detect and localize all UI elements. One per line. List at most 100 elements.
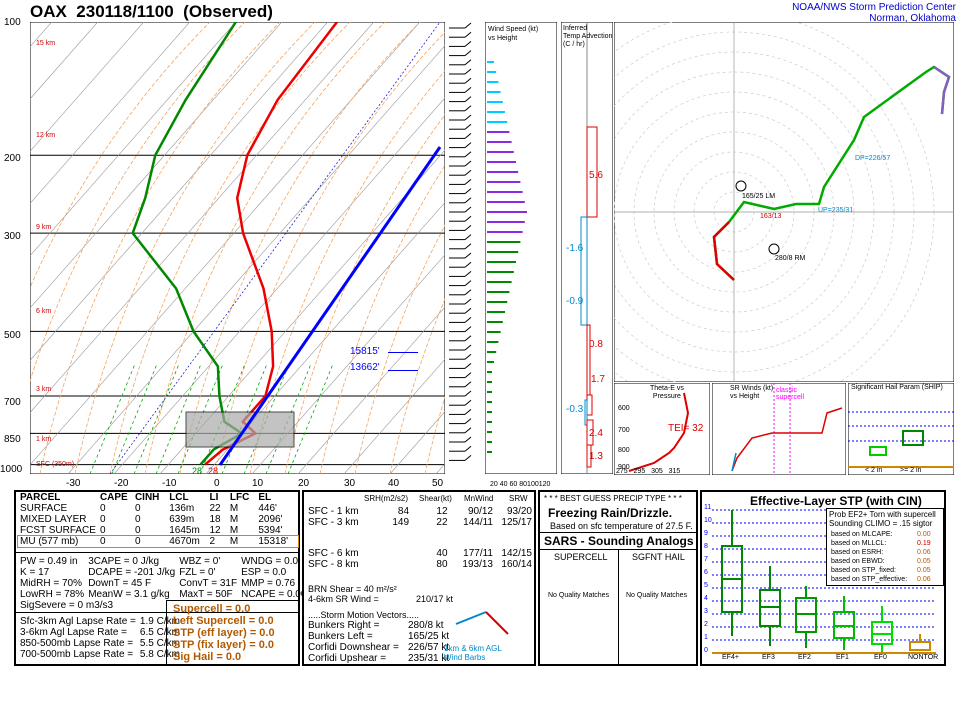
effective-inflow-box xyxy=(185,411,295,448)
t-label--20: -20 xyxy=(114,478,129,489)
dry-adiabat xyxy=(109,22,351,474)
table-row: 700-500mb Lapse Rate = 5.8 C/km xyxy=(20,649,180,660)
table-row: MU (577 mb) 0 0 4670m 2 M 15318' xyxy=(17,535,299,548)
table-row: SFC - 3 km 149 22 144/11 125/17 xyxy=(308,517,532,528)
mixing-ratio-line xyxy=(177,363,224,474)
isotherm xyxy=(30,22,374,414)
wind-barb-flag xyxy=(464,390,472,397)
p-label-850: 850 xyxy=(4,434,21,445)
theta-y-800: 800 xyxy=(618,447,630,454)
sars-msg2: No Quality Matches xyxy=(626,592,688,599)
sfc-dewpoint-label: 28 xyxy=(192,466,203,476)
height-1km: 1 km xyxy=(36,436,52,443)
table-row: SFC - 6 km 40 177/11 142/15 xyxy=(308,548,532,559)
wind-barb-flag xyxy=(464,188,472,194)
bunkers-right-marker xyxy=(768,243,780,255)
theta-y-600: 600 xyxy=(618,405,630,412)
isotherm xyxy=(113,97,445,474)
height-3km: 3 km xyxy=(36,386,52,393)
wind-barb-flag xyxy=(464,427,472,434)
t-label-10: 10 xyxy=(252,478,264,489)
hodo-rm-label: 280/8 RM xyxy=(775,255,806,262)
station-id: OAX xyxy=(30,2,67,21)
wind-barb-flag xyxy=(464,344,472,351)
isotherm xyxy=(30,22,328,361)
mixing-ratio-line xyxy=(111,363,158,474)
sfc-temp-label: 28 xyxy=(208,466,219,476)
ship-panel xyxy=(848,383,954,475)
wind-barb-flag xyxy=(464,381,472,388)
isotherm xyxy=(159,149,445,474)
wind-barb-flag xyxy=(464,445,472,452)
dry-adiabat xyxy=(319,164,445,474)
table-row: PW = 0.49 in 3CAPE = 0 J/kg WBZ = 0' WNDG =… xyxy=(20,556,299,567)
stp-title: Effective-Layer STP (with CIN) xyxy=(750,494,922,508)
wind-barb-flag xyxy=(464,215,472,222)
dry-adiabat xyxy=(30,22,211,289)
reference-line xyxy=(109,22,441,474)
wind-barb-flag xyxy=(464,363,472,369)
wind-barb-flag xyxy=(464,68,472,75)
wind-barb-flag xyxy=(464,289,472,296)
isotherm xyxy=(205,201,445,474)
wind-barb-flag xyxy=(464,409,472,415)
wind-barb-flag xyxy=(464,50,472,56)
sr-winds-panel xyxy=(712,383,846,475)
adv-val-1: 5.6 xyxy=(589,170,603,181)
adv-val-2: -1.6 xyxy=(566,243,584,254)
wind-barb-flag xyxy=(464,399,472,406)
station-title: OAX 230118/1100 (Observed) xyxy=(30,2,273,22)
theta-e-panel xyxy=(614,383,710,475)
adv-val-3: -0.9 xyxy=(566,296,584,307)
precip-title: * * * BEST GUESS PRECIP TYPE * * * xyxy=(544,494,682,503)
theta-y-700: 700 xyxy=(618,427,630,434)
dry-adiabat xyxy=(30,22,246,383)
wind-barb-flag xyxy=(464,133,472,139)
hodograph-panel xyxy=(614,22,954,382)
table-row: FCST SURFACE 0 0 1645m 12 M 5394' xyxy=(20,525,283,536)
table-row: 3-6km Agl Lapse Rate = 6.5 C/km xyxy=(20,627,180,638)
p-label-500: 500 xyxy=(4,330,21,341)
wind-barb-flag xyxy=(464,455,472,461)
t-label-30: 30 xyxy=(344,478,356,489)
table-row: K = 17 DCAPE = -201 J/kg FZL = 0' ESP = 0.0 xyxy=(20,567,287,578)
wind-barb-flag xyxy=(464,206,472,213)
dry-adiabat xyxy=(354,224,445,474)
dry-adiabat xyxy=(179,22,421,474)
wind-barb-flag xyxy=(464,252,472,259)
isotherm xyxy=(343,358,445,474)
theta-y-900: 900 xyxy=(618,464,630,471)
wind-barb-flag xyxy=(464,271,472,277)
adv-val-7: 2.4 xyxy=(589,428,603,439)
p-label-200: 200 xyxy=(4,153,21,164)
parcel-trace-line xyxy=(218,146,442,466)
wind-barb-flag xyxy=(464,353,472,360)
hodo-dp2: UP=235/31 xyxy=(818,207,854,214)
kinematics-panel: SRH(m2/s2) Shear(kt) MnWind SRW SFC - 1 … xyxy=(302,490,536,666)
status: (Observed) xyxy=(183,2,273,21)
wind-speed-title: Wind Speed (kt) vs Height xyxy=(488,26,539,42)
agency-credit: NOAA/NWS Storm Prediction Center Norman,… xyxy=(792,2,956,24)
p-label-300: 300 xyxy=(4,231,21,242)
dry-adiabat xyxy=(39,22,281,474)
wind-barb-flag xyxy=(464,105,472,112)
isotherm xyxy=(30,22,98,100)
table-row: Sfc-3km Agl Lapse Rate = 1.9 C/km xyxy=(20,616,180,627)
adv-val-6: -0.3 xyxy=(566,404,584,415)
wind-barb-flag xyxy=(464,335,472,342)
dry-adiabat xyxy=(214,31,445,474)
t-label-0: 0 xyxy=(214,478,220,489)
wind-barb-flag xyxy=(464,41,472,47)
adv-val-5: 1.7 xyxy=(591,374,605,385)
height-annot-1: 15815' xyxy=(350,346,380,357)
storm-motion-title: .....Storm Motion Vectors..... xyxy=(308,610,420,620)
hodo-dp1: DP=226/57 xyxy=(855,155,891,162)
mixing-ratio-line xyxy=(287,363,334,474)
wind-barb-flag xyxy=(464,225,472,231)
sr-winds-title: SR Winds (kt) vs Height xyxy=(730,385,774,400)
isotherm xyxy=(30,22,420,466)
stp-panel: Effective-Layer STP (with CIN) xyxy=(700,490,946,666)
table-row: MidRH = 70% DownT = 45 F ConvT = 31F MMP = … xyxy=(20,578,296,589)
sars-title: SARS - Sounding Analogs xyxy=(544,534,694,548)
